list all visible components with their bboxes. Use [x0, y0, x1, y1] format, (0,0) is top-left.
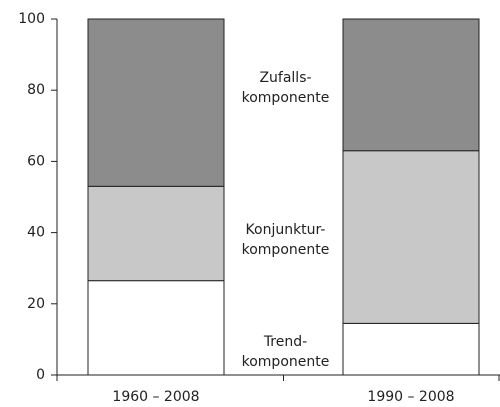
y-tick-label: 60	[27, 153, 45, 169]
x-tick-label: 1960 – 2008	[112, 389, 199, 405]
bar-segment	[342, 18, 480, 152]
bar-segment	[342, 150, 480, 324]
y-tick-label: 80	[27, 82, 45, 98]
bar-segment	[87, 280, 225, 376]
y-tick-label: 100	[18, 11, 45, 27]
y-tick-label: 20	[27, 296, 45, 312]
bar-segment	[87, 185, 225, 282]
y-tick-label: 0	[36, 367, 45, 383]
bar-segment	[342, 322, 480, 376]
bar-segment	[87, 18, 225, 187]
series-label: Trend- komponente	[241, 334, 330, 371]
y-tick-label: 40	[27, 225, 45, 241]
series-label: Konjunktur- komponente	[241, 222, 330, 259]
x-tick-label: 1990 – 2008	[367, 389, 454, 405]
series-label: Zufalls- komponente	[241, 69, 330, 106]
